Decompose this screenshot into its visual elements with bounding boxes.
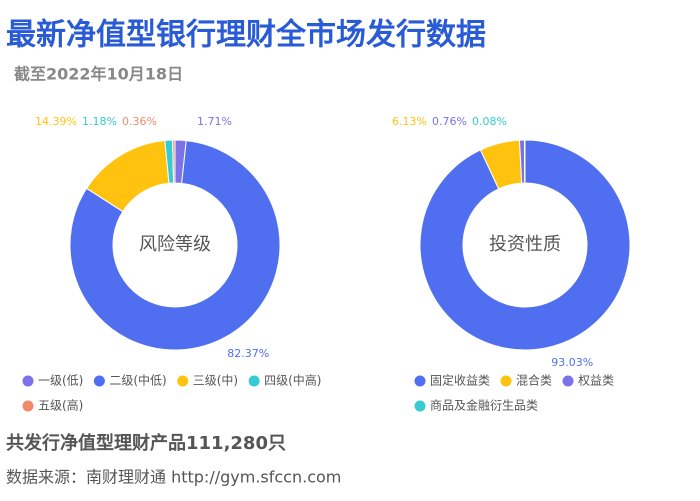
legend-label: 四级(中高): [264, 373, 321, 388]
value-label: 1.18%: [82, 115, 117, 128]
value-label: 14.39%: [35, 115, 77, 128]
slice: [419, 139, 631, 351]
legend-marker: [562, 375, 574, 387]
source: 数据来源：南财理财通 http://gym.sfccn.com: [6, 468, 341, 487]
value-label: 82.37%: [227, 347, 269, 360]
legend-label: 商品及金融衍生品类: [430, 398, 538, 413]
slice: [172, 139, 176, 184]
legend-label: 三级(中): [193, 373, 238, 388]
legend-label: 固定收益类: [430, 373, 490, 388]
legend-marker: [414, 375, 426, 387]
value-label: 0.76%: [432, 115, 467, 128]
legend-label: 权益类: [578, 374, 614, 388]
summary: 共发行净值型理财产品111,280只: [6, 432, 286, 454]
legend-marker: [248, 375, 260, 387]
subtitle: 截至2022年10月18日: [14, 65, 183, 84]
center-label: 风险等级: [139, 234, 211, 255]
legend-label: 一级(低): [38, 374, 83, 388]
legend-label: 混合类: [516, 373, 552, 388]
value-label: 0.36%: [122, 115, 157, 128]
value-label: 93.03%: [551, 356, 593, 369]
legend-marker: [22, 375, 34, 387]
center-label: 投资性质: [489, 234, 561, 255]
slice: [69, 140, 281, 351]
legend-marker: [22, 400, 34, 412]
legend-label: 五级(高): [38, 398, 83, 413]
value-label: 6.13%: [392, 115, 427, 128]
legend-marker: [500, 375, 512, 387]
legend-marker: [93, 375, 105, 387]
value-label: 0.08%: [472, 115, 507, 128]
legend-marker: [177, 375, 189, 387]
legend-marker: [414, 400, 426, 412]
legend-label: 二级(中低): [109, 373, 166, 388]
value-label: 1.71%: [197, 115, 232, 128]
page-title: 最新净值型银行理财全市场发行数据: [6, 18, 486, 53]
slice: [523, 139, 526, 184]
